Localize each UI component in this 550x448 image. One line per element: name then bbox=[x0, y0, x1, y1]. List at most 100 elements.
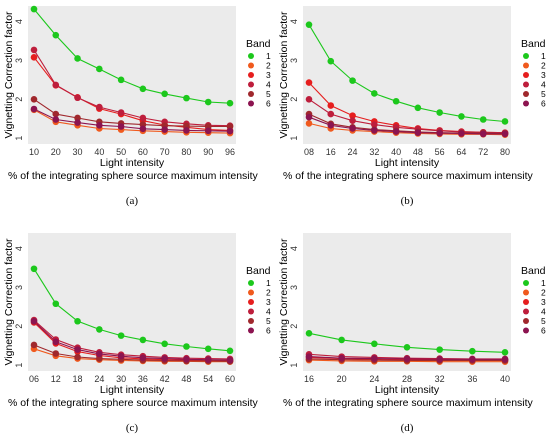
legend-label-band-1: 1 bbox=[266, 278, 271, 288]
data-point-band-6 bbox=[305, 113, 313, 121]
data-point-band-1 bbox=[204, 98, 212, 106]
legend-marker-band-6 bbox=[523, 327, 529, 334]
y-axis-label: Vignetting Correction factor bbox=[278, 11, 290, 139]
legend-title: Band bbox=[246, 38, 271, 50]
legend-marker-band-3 bbox=[523, 299, 529, 305]
data-point-band-6 bbox=[403, 355, 411, 363]
x-tick-label: 24 bbox=[348, 147, 358, 157]
legend-marker-band-5 bbox=[523, 91, 529, 97]
y-tick-label: 1 bbox=[289, 136, 299, 141]
x-tick-label: 50 bbox=[116, 147, 126, 157]
legend-marker-band-3 bbox=[248, 299, 254, 305]
x-tick-label: 20 bbox=[51, 147, 61, 157]
panel-caption: (c) bbox=[126, 422, 139, 434]
series-line-band-6 bbox=[33, 108, 231, 132]
y-tick-label: 1 bbox=[14, 136, 24, 141]
x-axis-sublabel: % of the integrating sphere source maxim… bbox=[283, 397, 534, 409]
legend-marker-band-5 bbox=[248, 318, 254, 324]
legend-marker-band-1 bbox=[523, 280, 529, 286]
data-point-band-3 bbox=[327, 102, 335, 109]
plot-background bbox=[303, 6, 511, 144]
data-point-band-6 bbox=[30, 105, 38, 113]
legend-marker-band-4 bbox=[523, 308, 529, 315]
series-line-band-3 bbox=[33, 322, 230, 362]
x-tick-label: 48 bbox=[181, 374, 191, 384]
x-tick-label: 40 bbox=[94, 147, 104, 157]
data-point-band-1 bbox=[403, 343, 411, 351]
x-tick-label: 20 bbox=[337, 374, 347, 384]
x-tick-label: 28 bbox=[402, 374, 412, 384]
data-point-band-4 bbox=[30, 46, 38, 54]
x-tick-label: 60 bbox=[138, 147, 148, 157]
data-point-band-1 bbox=[469, 347, 476, 355]
data-point-band-6 bbox=[74, 119, 81, 126]
x-tick-label: 32 bbox=[369, 147, 379, 157]
series-line-band-4 bbox=[33, 319, 231, 360]
legend-marker-band-6 bbox=[248, 327, 254, 334]
legend-label-band-3: 3 bbox=[541, 297, 546, 307]
data-point-band-2 bbox=[305, 120, 313, 127]
y-tick-label: 4 bbox=[14, 246, 24, 251]
data-point-band-1 bbox=[117, 332, 125, 339]
data-point-band-4 bbox=[349, 117, 356, 124]
data-point-band-5 bbox=[96, 355, 103, 362]
legend-label-band-5: 5 bbox=[266, 89, 271, 99]
data-point-band-6 bbox=[436, 356, 443, 363]
data-point-band-4 bbox=[52, 81, 60, 89]
x-tick-label: 36 bbox=[467, 374, 477, 384]
y-tick-label: 1 bbox=[14, 363, 24, 368]
x-tick-label: 18 bbox=[73, 374, 83, 384]
y-tick-label: 4 bbox=[289, 246, 299, 251]
data-point-band-1 bbox=[436, 346, 443, 353]
data-point-band-3 bbox=[349, 112, 356, 119]
data-point-band-5 bbox=[30, 341, 38, 349]
data-point-band-4 bbox=[327, 110, 335, 118]
data-point-band-1 bbox=[52, 300, 60, 308]
data-point-band-1 bbox=[161, 90, 168, 98]
data-point-band-6 bbox=[161, 126, 168, 133]
x-tick-label: 12 bbox=[51, 374, 61, 384]
panel-caption: (a) bbox=[126, 195, 139, 207]
data-point-band-1 bbox=[349, 77, 356, 84]
x-tick-label: 70 bbox=[160, 147, 170, 157]
legend-title: Band bbox=[521, 265, 546, 277]
y-axis-label: Vignetting Correction factor bbox=[3, 238, 15, 366]
data-point-band-6 bbox=[204, 127, 212, 135]
data-point-band-1 bbox=[414, 104, 422, 112]
x-tick-label: 40 bbox=[500, 374, 510, 384]
data-point-band-5 bbox=[52, 110, 60, 118]
data-point-band-6 bbox=[371, 127, 378, 134]
y-tick-label: 3 bbox=[289, 285, 299, 290]
x-axis-sublabel: % of the integrating sphere source maxim… bbox=[283, 170, 534, 182]
data-point-band-4 bbox=[74, 94, 81, 102]
plot-background bbox=[28, 6, 236, 144]
x-axis-sublabel: % of the integrating sphere source maxim… bbox=[8, 397, 259, 409]
x-tick-label: 90 bbox=[203, 147, 213, 157]
data-point-band-6 bbox=[204, 356, 212, 364]
data-point-band-1 bbox=[305, 329, 313, 337]
data-point-band-6 bbox=[52, 338, 60, 346]
legend-label-band-5: 5 bbox=[541, 89, 546, 99]
legend-marker-band-2 bbox=[248, 62, 254, 69]
legend-label-band-2: 2 bbox=[266, 61, 271, 71]
legend-marker-band-3 bbox=[523, 72, 529, 78]
x-tick-label: 10 bbox=[29, 147, 39, 157]
data-point-band-1 bbox=[436, 109, 443, 116]
y-tick-label: 2 bbox=[14, 97, 24, 102]
legend-marker-band-4 bbox=[248, 81, 254, 88]
data-point-band-1 bbox=[371, 90, 378, 97]
series-line-band-5 bbox=[33, 98, 230, 128]
legend-label-band-2: 2 bbox=[541, 288, 546, 298]
series-line-band-1 bbox=[33, 268, 231, 352]
x-tick-label: 56 bbox=[435, 147, 445, 157]
legend-label-band-6: 6 bbox=[541, 326, 546, 336]
x-axis-label: Light intensity bbox=[100, 384, 165, 396]
data-point-band-5 bbox=[226, 123, 234, 130]
data-point-band-6 bbox=[139, 125, 147, 133]
legend-marker-band-4 bbox=[523, 81, 529, 88]
data-point-band-3 bbox=[30, 54, 38, 61]
data-point-band-1 bbox=[371, 340, 378, 348]
x-tick-label: 16 bbox=[304, 374, 314, 384]
